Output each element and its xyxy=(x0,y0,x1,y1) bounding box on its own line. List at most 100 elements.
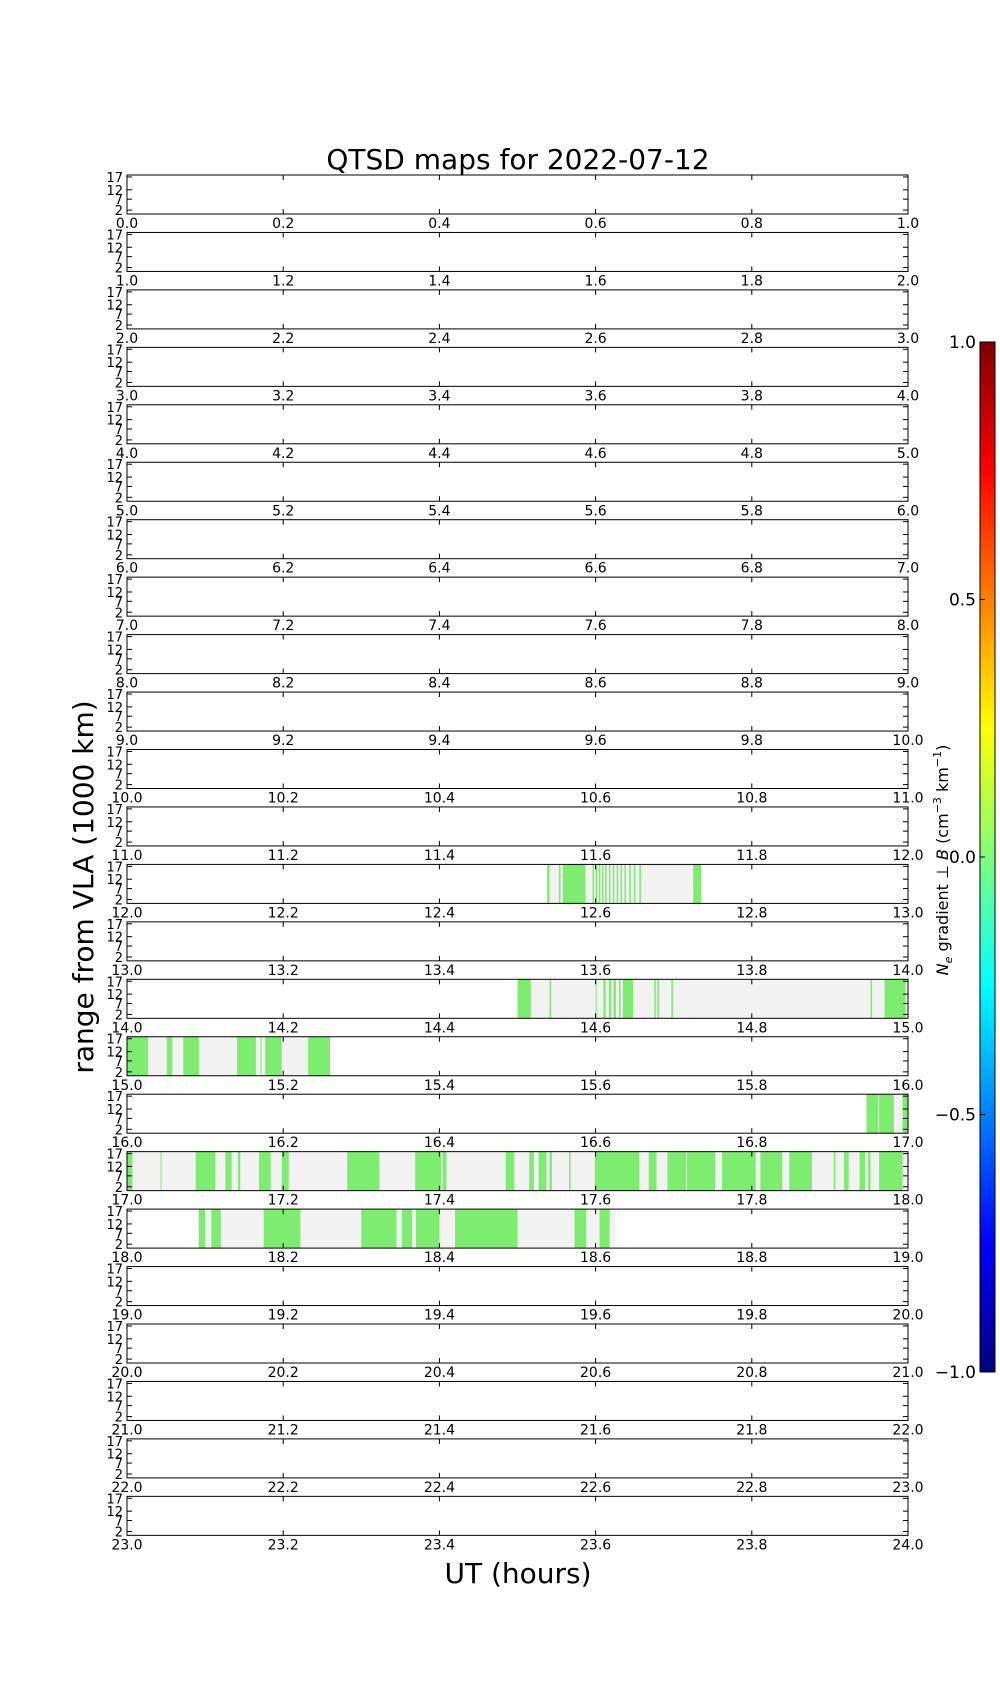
panel-background xyxy=(127,1094,908,1134)
gradient-cell xyxy=(237,1151,241,1191)
panel-frame xyxy=(126,634,909,675)
gradient-cell xyxy=(569,1151,571,1191)
x-tick-label: 18.8 xyxy=(736,1250,767,1266)
gradient-cell xyxy=(599,1209,610,1249)
gradient-cell xyxy=(833,1151,836,1191)
x-tick-label: 14.6 xyxy=(580,1020,611,1036)
x-tick-label: 2.8 xyxy=(741,331,763,347)
y-tick-label: 12 xyxy=(106,529,123,544)
y-tick-label: 2 xyxy=(115,491,123,506)
x-tick-label: 13.2 xyxy=(268,963,299,979)
x-tick-label: 11.4 xyxy=(424,848,455,864)
colorbar-tick-label: 0.5 xyxy=(949,591,976,611)
colorbar: 1.0 0.5 0.0 −0.5 −1.0 Ne gradient ⊥ B (cm−3 … xyxy=(931,333,996,1383)
gradient-cell xyxy=(415,1151,441,1191)
y-tick-label: 17 xyxy=(106,1492,123,1507)
y-tick-label: 17 xyxy=(106,228,123,243)
y-tick-label: 12 xyxy=(106,931,123,946)
panel-frame xyxy=(126,921,909,962)
gradient-cell xyxy=(595,979,597,1019)
gradient-cell xyxy=(667,1151,687,1191)
y-tick-label: 12 xyxy=(106,586,123,601)
gradient-cell xyxy=(455,1209,518,1249)
x-tick-label: 3.4 xyxy=(428,388,450,404)
y-tick-label: 17 xyxy=(106,1263,123,1278)
x-tick-label: 7.4 xyxy=(428,618,450,634)
gradient-cell xyxy=(604,864,607,904)
gradient-cell xyxy=(595,864,598,904)
y-tick-label: 12 xyxy=(106,643,123,658)
x-tick-label: 5.6 xyxy=(584,503,606,519)
panel-frame xyxy=(126,1036,909,1077)
y-tick-label: 2 xyxy=(115,779,123,794)
y-tick-label: 2 xyxy=(115,894,123,909)
x-tick-label: 16.2 xyxy=(268,1135,299,1151)
x-tick-label: 12.2 xyxy=(268,905,299,921)
x-tick-label: 6.0 xyxy=(116,561,138,577)
x-tick-label: 17.2 xyxy=(268,1193,299,1209)
y-tick-label: 17 xyxy=(106,1320,123,1335)
gradient-cell xyxy=(127,1151,133,1191)
x-tick-label: 9.0 xyxy=(116,733,138,749)
x-tick-label: 19.6 xyxy=(580,1308,611,1324)
y-tick-label: 7 xyxy=(115,480,123,495)
gradient-cell xyxy=(574,1209,587,1249)
panel-background xyxy=(127,577,908,617)
gradient-cell xyxy=(789,1151,812,1191)
x-tick-label: 18.2 xyxy=(268,1250,299,1266)
chart-title: QTSD maps for 2022-07-12 xyxy=(326,143,709,176)
gradient-cell xyxy=(613,979,616,1019)
panel-background xyxy=(127,1496,908,1536)
gradient-cell xyxy=(624,864,627,904)
gradient-cell xyxy=(619,979,621,1019)
y-tick-label: 7 xyxy=(115,1112,123,1127)
x-tick-label: 7.0 xyxy=(116,618,138,634)
x-tick-label: 22.0 xyxy=(111,1480,142,1496)
x-tick-label: 4.2 xyxy=(272,446,294,462)
x-tick-label: 6.0 xyxy=(897,503,919,519)
x-tick-label: 13.8 xyxy=(736,963,767,979)
gradient-cell xyxy=(549,979,552,1019)
y-tick-label: 12 xyxy=(106,471,123,486)
panel-frame xyxy=(126,978,909,1019)
y-tick-label: 2 xyxy=(115,1468,123,1483)
gradient-cell xyxy=(558,864,561,904)
y-tick-label: 12 xyxy=(106,1160,123,1175)
panel-background xyxy=(127,462,908,502)
panel-frame xyxy=(126,461,909,502)
x-tick-label: 14.4 xyxy=(424,1020,455,1036)
x-tick-label: 16.0 xyxy=(111,1135,142,1151)
y-tick-label: 12 xyxy=(106,816,123,831)
y-tick-label: 2 xyxy=(115,836,123,851)
gradient-cell xyxy=(308,1036,331,1076)
y-tick-label: 17 xyxy=(106,516,123,531)
panel-background xyxy=(127,634,908,674)
y-tick-label: 12 xyxy=(106,873,123,888)
x-tick-label: 11.6 xyxy=(580,848,611,864)
colorbar-tick-label: 0.0 xyxy=(949,848,976,868)
panel-frame xyxy=(126,404,909,445)
x-tick-label: 21.0 xyxy=(111,1422,142,1438)
x-tick-label: 23.0 xyxy=(111,1537,142,1553)
y-tick-label: 7 xyxy=(115,366,123,381)
x-tick-label: 2.0 xyxy=(116,331,138,347)
y-tick-label: 17 xyxy=(106,918,123,933)
x-tick-label: 7.0 xyxy=(897,561,919,577)
x-tick-label: 20.2 xyxy=(268,1365,299,1381)
gradient-cell xyxy=(603,979,606,1019)
gradient-cell xyxy=(529,1151,534,1191)
y-tick-label: 12 xyxy=(106,1275,123,1290)
panel-frame xyxy=(126,1208,909,1249)
x-tick-label: 22.6 xyxy=(580,1480,611,1496)
x-tick-label: 0.2 xyxy=(272,216,294,232)
colorbar-tick-label: −1.0 xyxy=(935,1363,976,1383)
x-tick-label: 12.4 xyxy=(424,905,455,921)
y-tick-label: 7 xyxy=(115,653,123,668)
gradient-cell xyxy=(654,979,656,1019)
gradient-cell xyxy=(686,1151,716,1191)
x-tick-label: 14.0 xyxy=(892,963,923,979)
x-tick-label: 16.4 xyxy=(424,1135,455,1151)
